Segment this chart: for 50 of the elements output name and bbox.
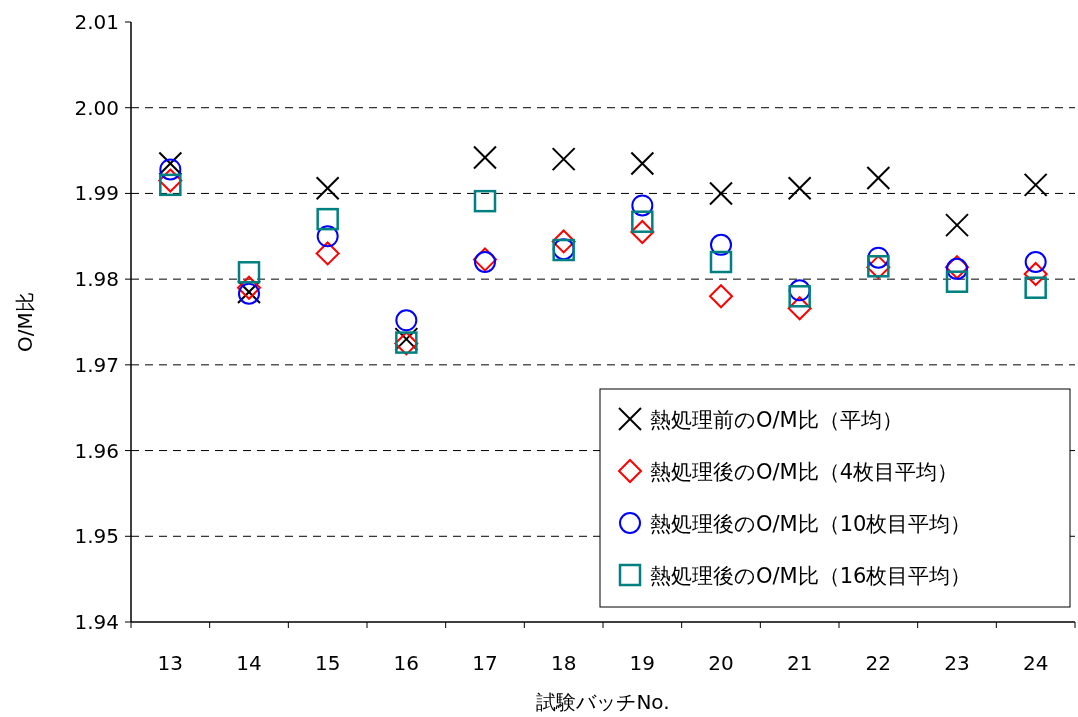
y-tick-label: 2.00 — [74, 95, 119, 120]
y-axis-title: O/M比 — [13, 292, 37, 352]
point — [1023, 262, 1048, 286]
point — [1024, 251, 1047, 273]
y-tick-label: 2.01 — [74, 10, 119, 34]
point — [395, 309, 418, 332]
x-tick-label: 13 — [157, 651, 184, 675]
y-tick-label: 1.95 — [74, 524, 119, 549]
legend-label: 熱処理後のO/M比（10枚目平均） — [650, 512, 972, 536]
x-tick-label: 15 — [314, 651, 341, 675]
point — [710, 233, 732, 256]
point — [159, 173, 182, 197]
point — [316, 225, 339, 248]
point — [787, 296, 812, 321]
point — [551, 229, 576, 254]
point — [788, 285, 811, 308]
y-tick-label: 1.98 — [74, 267, 119, 292]
x-tick-label: 22 — [865, 651, 892, 675]
x-axis-title: 試験バッチNo. — [536, 690, 670, 714]
x-tick-label: 17 — [472, 651, 498, 675]
point — [158, 168, 183, 193]
legend-label: 熱処理後のO/M比（4枚目平均） — [650, 460, 959, 484]
point — [709, 284, 733, 309]
legend-label: 熱処理後のO/M比（16枚目平均） — [650, 564, 972, 588]
x-tick-label: 14 — [236, 651, 262, 675]
y-tick-label: 1.97 — [74, 352, 119, 377]
x-tick-label: 21 — [786, 651, 813, 675]
point — [316, 207, 339, 231]
point — [1024, 276, 1047, 299]
point — [315, 241, 340, 266]
x-tick-label: 20 — [708, 651, 734, 675]
point — [159, 158, 182, 181]
point — [237, 261, 261, 284]
x-tick-label: 18 — [550, 651, 577, 675]
legend-label: 熱処理前のO/M比（平均） — [650, 408, 903, 432]
y-tick-label: 1.99 — [74, 181, 119, 206]
y-tick-label: 1.96 — [74, 438, 119, 463]
point — [237, 275, 261, 300]
x-tick-label: 16 — [393, 651, 420, 675]
point — [709, 250, 733, 274]
point — [631, 210, 654, 233]
point — [945, 270, 969, 293]
point — [631, 194, 654, 217]
x-tick-label: 19 — [629, 651, 656, 675]
x-tick-label: 23 — [944, 651, 970, 675]
point — [473, 189, 497, 213]
point — [630, 220, 655, 244]
y-tick-label: 1.94 — [74, 610, 119, 634]
point — [867, 246, 890, 269]
x-tick-label: 24 — [1022, 651, 1049, 675]
